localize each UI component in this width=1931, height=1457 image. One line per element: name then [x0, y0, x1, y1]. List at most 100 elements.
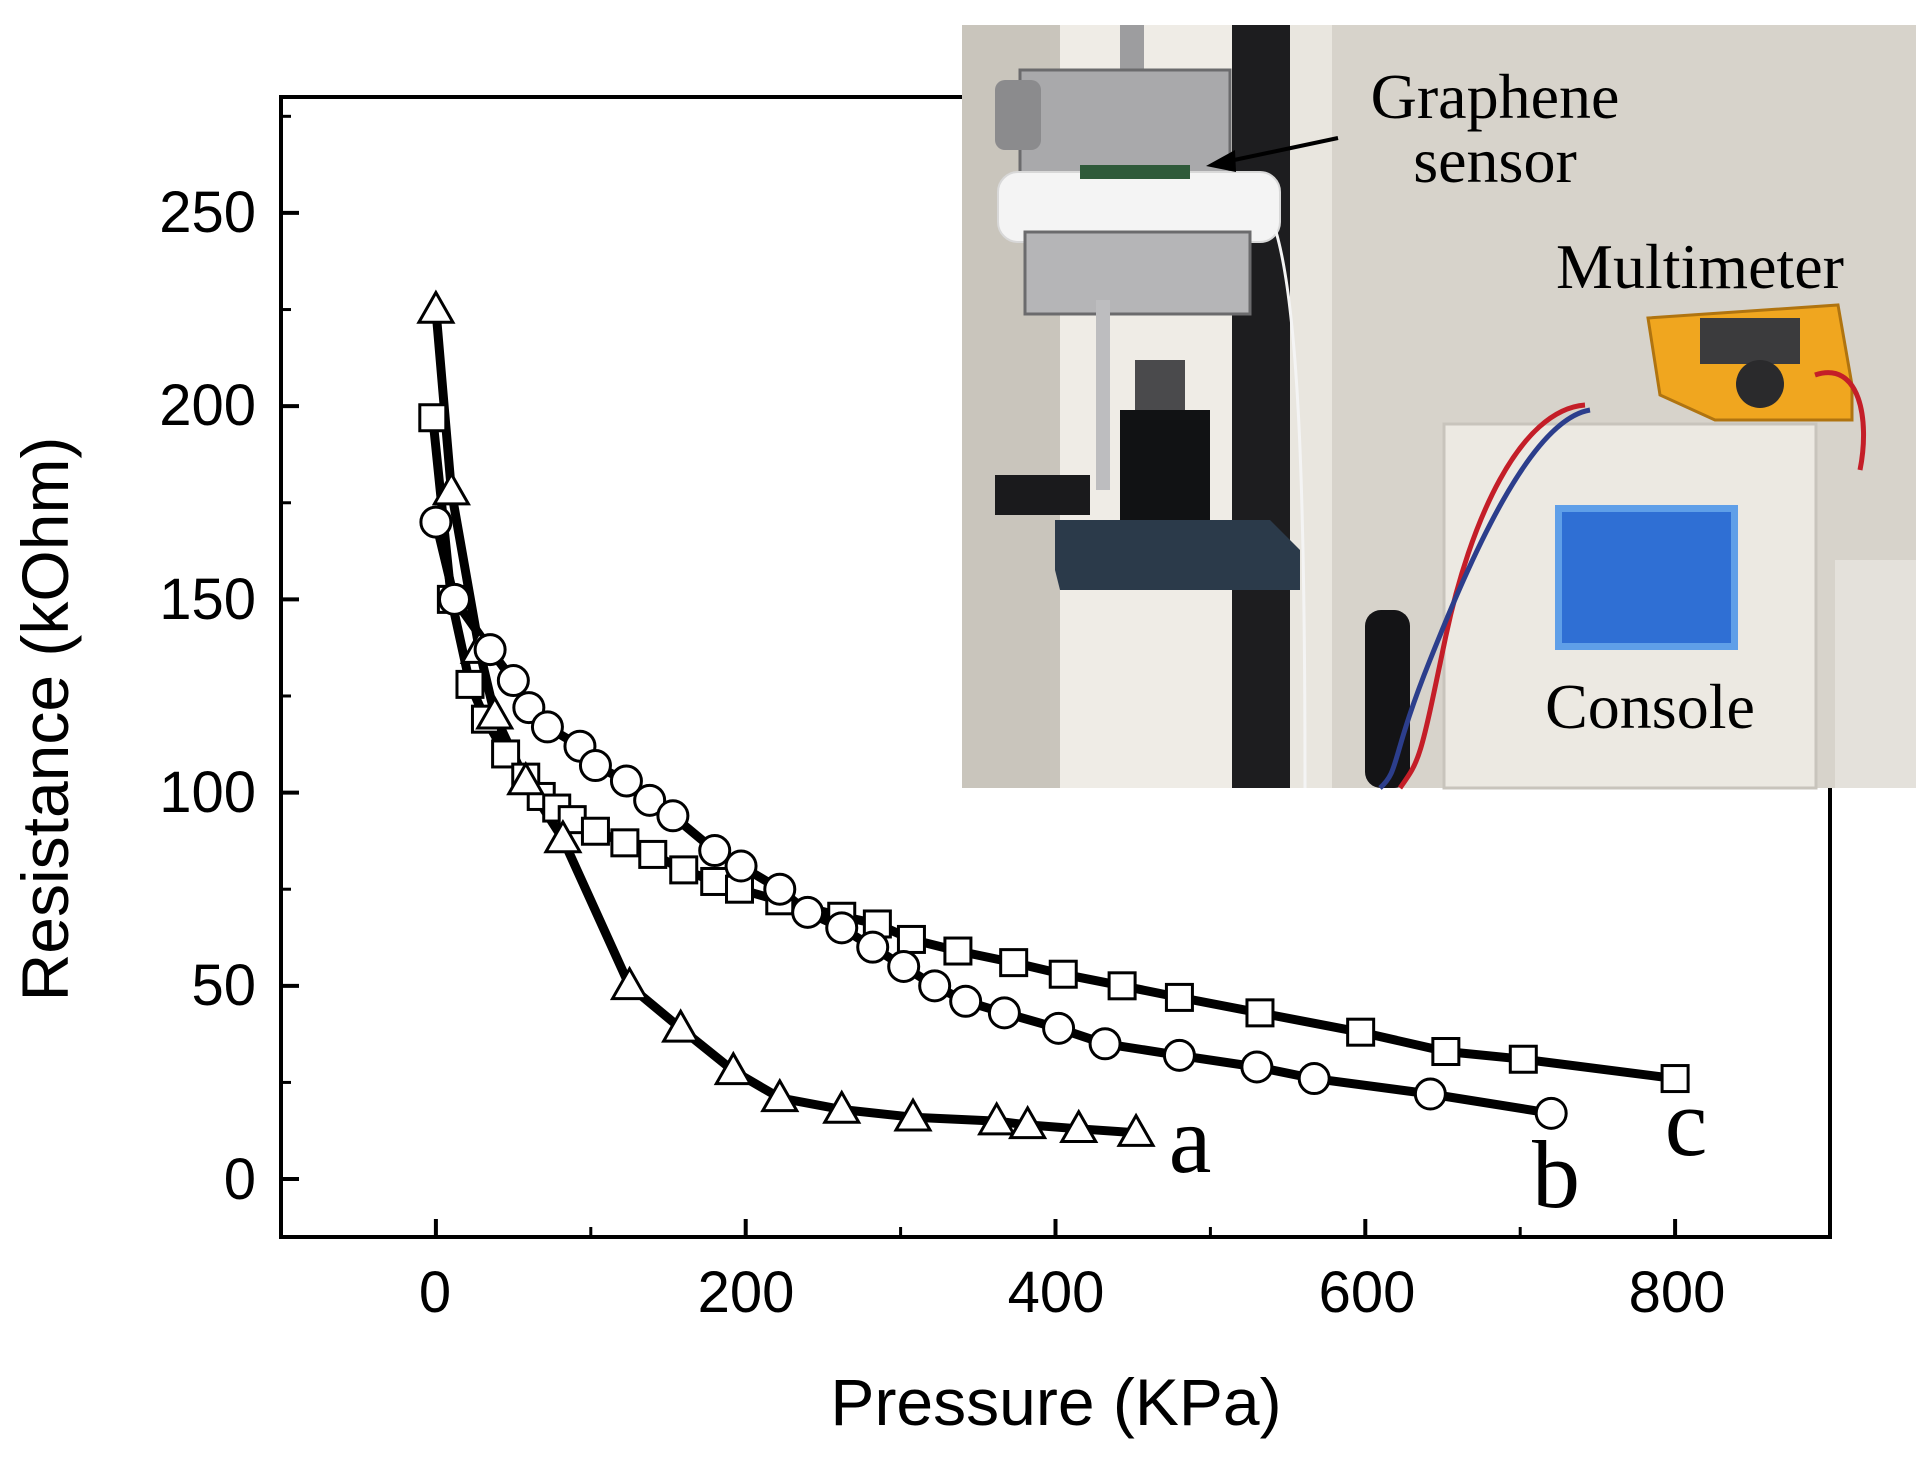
- point-a: [760, 1077, 800, 1113]
- point-a: [977, 1101, 1017, 1136]
- point-a: [506, 760, 546, 796]
- point-c: [999, 948, 1029, 978]
- point-b: [825, 911, 859, 945]
- y-tick-label: 200: [159, 373, 256, 438]
- point-c: [418, 403, 448, 433]
- point-b: [1413, 1077, 1447, 1111]
- point-b: [1162, 1038, 1196, 1072]
- inset-label-graphene: Graphene: [1371, 61, 1620, 132]
- point-a: [609, 965, 650, 1001]
- point-b: [530, 710, 564, 744]
- inset-label-sensor: sensor: [1413, 125, 1577, 196]
- point-a: [431, 471, 471, 506]
- point-a: [822, 1089, 862, 1124]
- y-tick-label: 250: [159, 180, 256, 245]
- black-plate: [995, 475, 1090, 515]
- x-tick-label: 0: [419, 1260, 451, 1325]
- point-a: [893, 1097, 933, 1132]
- point-c: [638, 839, 668, 869]
- point-c: [943, 936, 973, 966]
- clamp-knob: [995, 80, 1041, 150]
- console-screen: [1562, 512, 1731, 643]
- series-label-a: a: [1169, 1086, 1212, 1193]
- inset-label-multimeter: Multimeter: [1556, 231, 1844, 302]
- point-c: [1107, 971, 1137, 1001]
- point-c: [1048, 959, 1078, 989]
- series-label-b: b: [1532, 1121, 1580, 1228]
- inset-photo: Graphene sensor Multimeter Console: [962, 25, 1916, 790]
- point-c: [610, 828, 640, 858]
- sensor-lead-wires: [1263, 204, 1307, 789]
- point-b: [949, 984, 983, 1018]
- point-c: [896, 924, 926, 954]
- point-b: [1042, 1011, 1076, 1045]
- point-b: [419, 505, 453, 539]
- point-c: [700, 866, 730, 896]
- point-b: [656, 799, 690, 833]
- inset-label-console: Console: [1545, 671, 1755, 742]
- point-c: [1431, 1037, 1461, 1067]
- series-layer: [416, 289, 1690, 1147]
- point-c: [1164, 982, 1194, 1012]
- series-markers: [416, 289, 1690, 1147]
- point-a: [416, 289, 456, 324]
- probe-rod: [1096, 300, 1110, 490]
- point-c: [1346, 1017, 1376, 1047]
- y-tick-label: 150: [159, 567, 256, 632]
- point-b: [724, 849, 758, 883]
- point-b: [987, 996, 1021, 1030]
- point-a: [1116, 1112, 1156, 1147]
- axis-ticks: [279, 114, 1678, 1237]
- point-b: [856, 930, 890, 964]
- series-label-c: c: [1665, 1069, 1708, 1176]
- lower-clamp: [1023, 230, 1252, 316]
- point-c: [1508, 1044, 1538, 1074]
- y-tick-label: 50: [191, 953, 256, 1018]
- wire-red-right: [1814, 370, 1867, 471]
- point-a: [1008, 1104, 1048, 1140]
- point-c: [580, 816, 610, 846]
- point-a: [661, 1008, 701, 1043]
- point-b: [496, 664, 530, 698]
- base-grip: [1120, 410, 1210, 530]
- arrow-head-icon: [1206, 150, 1236, 172]
- sensor-strip: [1080, 165, 1190, 179]
- series-line-a: [431, 309, 1137, 1138]
- point-a: [713, 1050, 753, 1086]
- point-b: [1240, 1050, 1274, 1084]
- y-tick-label: 0: [224, 1147, 256, 1212]
- black-handle: [1365, 610, 1410, 788]
- x-tick-label: 400: [1008, 1260, 1105, 1325]
- x-tick-label: 200: [698, 1260, 795, 1325]
- y-axis-title: Resistance (kOhm): [8, 437, 82, 1002]
- x-axis-title: Pressure (KPa): [830, 1365, 1281, 1439]
- point-b: [698, 834, 732, 868]
- point-a: [543, 818, 583, 854]
- multimeter-display: [1700, 318, 1800, 364]
- x-tick-label: 800: [1629, 1260, 1726, 1325]
- point-c: [491, 739, 521, 769]
- clamp-block: [1018, 68, 1232, 182]
- point-c: [455, 669, 485, 699]
- point-b: [763, 872, 797, 906]
- point-b: [887, 949, 921, 983]
- x-tick-label: 600: [1319, 1260, 1416, 1325]
- photo-right-cabinet: [1835, 560, 1916, 788]
- multimeter-dial: [1736, 360, 1784, 408]
- point-b: [609, 764, 643, 798]
- y-tick-label: 100: [159, 760, 256, 825]
- wire-blue: [1378, 407, 1591, 790]
- point-b: [578, 749, 612, 783]
- point-a: [475, 695, 515, 730]
- point-c: [669, 855, 699, 885]
- point-b: [1297, 1062, 1331, 1096]
- base-platform: [1055, 520, 1300, 590]
- point-c: [1245, 998, 1275, 1028]
- point-b: [473, 633, 507, 667]
- arrow-shaft: [1219, 136, 1339, 165]
- point-b: [1088, 1027, 1122, 1061]
- point-b: [437, 582, 471, 616]
- point-b: [633, 783, 667, 817]
- point-b: [791, 895, 825, 929]
